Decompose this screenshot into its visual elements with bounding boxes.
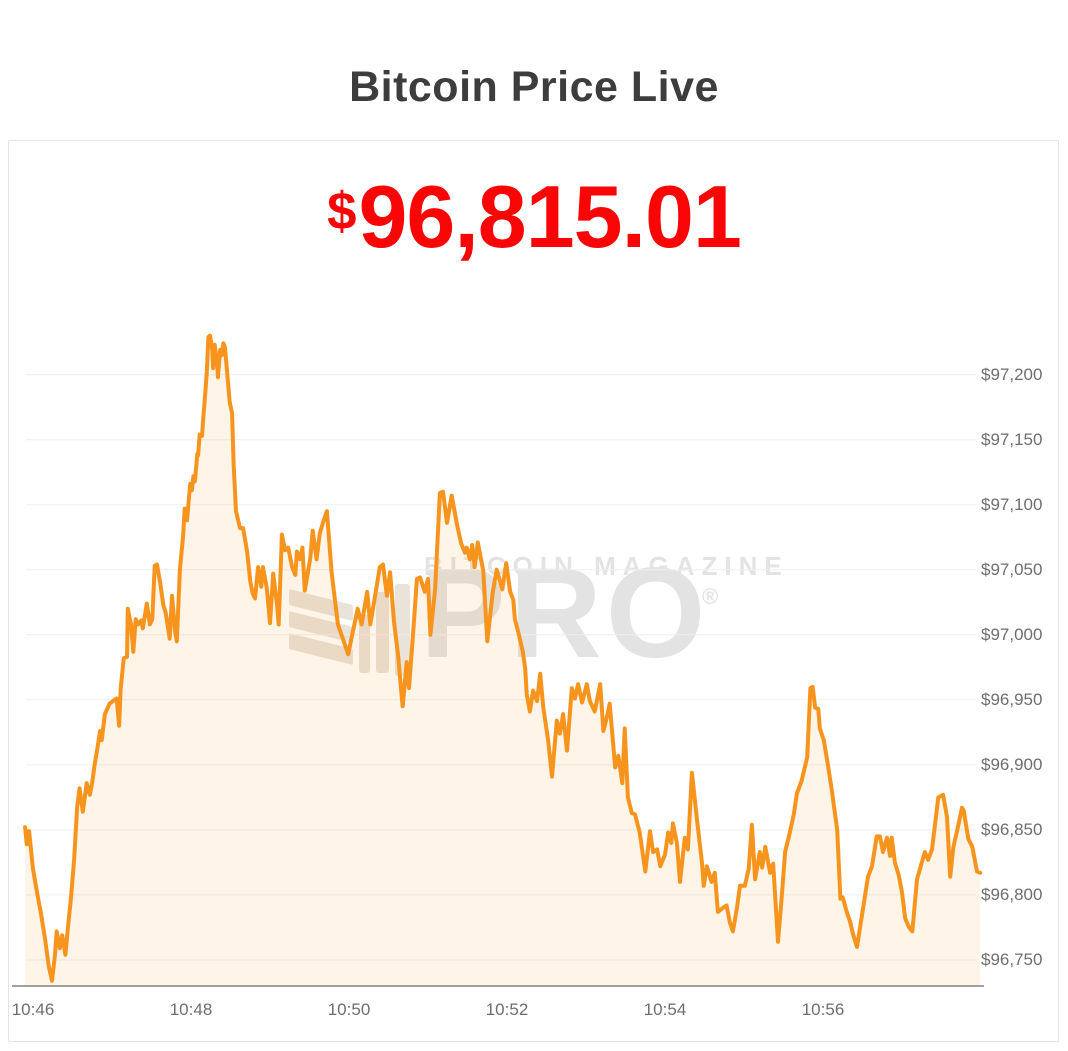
registered-trademark-icon: ® (702, 584, 719, 609)
chart-card (8, 140, 1059, 1042)
x-axis-tick-label: 10:46 (11, 1000, 55, 1019)
logo-bar (359, 615, 370, 673)
y-axis-tick-label: $97,000 (981, 625, 1043, 644)
x-axis-tick-label: 10:48 (169, 1000, 213, 1019)
y-axis-tick-label: $96,750 (981, 950, 1043, 969)
x-axis-tick-label: 10:56 (801, 1000, 845, 1019)
currency-symbol: $ (327, 182, 356, 242)
y-axis-tick-label: $97,200 (981, 365, 1043, 384)
logo-bar (376, 592, 389, 673)
x-axis-tick-label: 10:54 (643, 1000, 687, 1019)
price-amount: 96,815.01 (358, 167, 741, 266)
price-area-fill (25, 335, 981, 986)
y-axis-tick-label: $96,800 (981, 885, 1043, 904)
page-title: Bitcoin Price Live (349, 62, 719, 111)
y-axis-tick-label: $97,100 (981, 495, 1043, 514)
watermark-pro-text: PRO (420, 542, 710, 685)
y-axis-tick-label: $97,050 (981, 560, 1043, 579)
x-axis-tick-label: 10:52 (485, 1000, 529, 1019)
live-price: $96,815.01 (0, 166, 1068, 268)
y-axis-tick-label: $96,950 (981, 690, 1043, 709)
price-line (23, 333, 983, 983)
x-axis-tick-label: 10:50 (327, 1000, 371, 1019)
y-axis-tick-label: $97,150 (981, 430, 1043, 449)
y-axis-tick-label: $96,850 (981, 820, 1043, 839)
y-axis-tick-label: $96,900 (981, 755, 1043, 774)
